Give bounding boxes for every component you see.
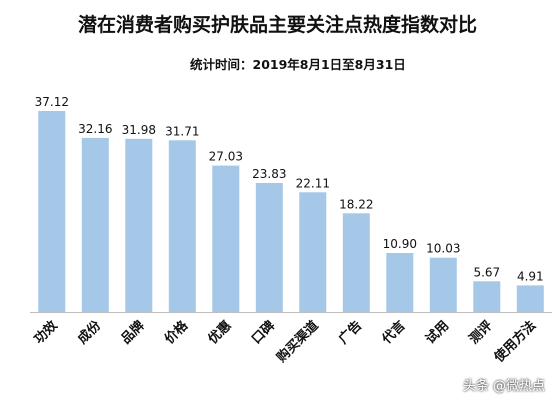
category-label-6: 购买渠道 bbox=[274, 318, 322, 366]
category-label-2: 品牌 bbox=[118, 318, 148, 348]
data-label-8: 10.90 bbox=[383, 237, 417, 251]
data-label-7: 18.22 bbox=[339, 197, 373, 211]
category-label-5: 口碑 bbox=[248, 318, 278, 348]
watermark: 头条 @微热点 bbox=[462, 379, 545, 394]
bar-9 bbox=[429, 257, 457, 312]
data-label-0: 37.12 bbox=[35, 95, 69, 109]
data-label-3: 31.71 bbox=[165, 124, 199, 138]
data-label-6: 22.11 bbox=[296, 176, 330, 190]
data-label-11: 4.91 bbox=[517, 269, 544, 283]
data-label-1: 32.16 bbox=[78, 122, 112, 136]
bar-7 bbox=[342, 213, 370, 312]
category-label-10: 测评 bbox=[466, 318, 496, 348]
category-label-9: 试用 bbox=[422, 318, 452, 348]
bar-2 bbox=[125, 138, 153, 312]
category-label-1: 成份 bbox=[74, 317, 104, 347]
bar-3 bbox=[168, 140, 196, 312]
category-label-11: 使用方法 bbox=[490, 318, 539, 367]
bar-6 bbox=[299, 192, 327, 312]
data-label-9: 10.03 bbox=[426, 242, 460, 256]
bar-1 bbox=[81, 137, 109, 312]
chart-title: 潜在消费者购买护肤品主要关注点热度指数对比 bbox=[77, 14, 477, 36]
bar-10 bbox=[473, 281, 501, 312]
bar-5 bbox=[255, 183, 283, 312]
data-label-2: 31.98 bbox=[122, 123, 156, 137]
chart-subtitle: 统计时间：2019年8月1日至8月31日 bbox=[190, 57, 406, 72]
data-label-4: 27.03 bbox=[209, 150, 243, 164]
data-label-5: 23.83 bbox=[252, 167, 286, 181]
category-label-4: 优惠 bbox=[205, 318, 235, 348]
category-label-8: 代言 bbox=[378, 318, 408, 348]
category-label-3: 价格 bbox=[161, 317, 191, 347]
bar-0 bbox=[38, 111, 66, 312]
bar-8 bbox=[386, 253, 414, 312]
category-label-0: 功效 bbox=[31, 317, 61, 347]
bar-4 bbox=[212, 165, 240, 312]
category-label-7: 广告 bbox=[335, 318, 365, 348]
data-label-10: 5.67 bbox=[473, 265, 500, 279]
bar-11 bbox=[516, 285, 544, 312]
